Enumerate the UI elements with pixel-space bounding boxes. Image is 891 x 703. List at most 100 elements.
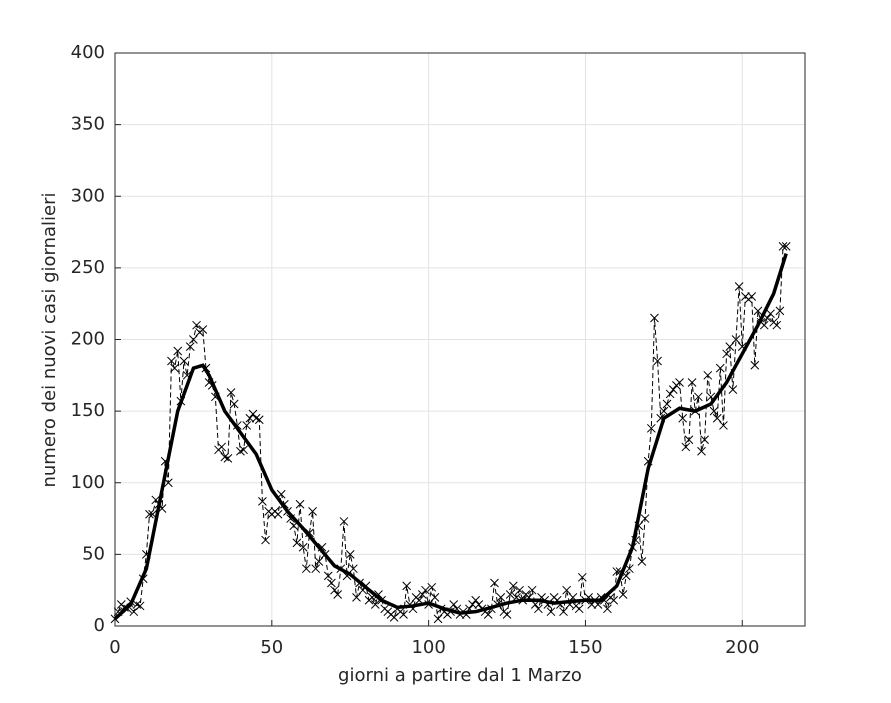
- data-point: [167, 356, 176, 366]
- data-point: [753, 306, 763, 316]
- data-point: [662, 399, 672, 409]
- data-point: [239, 445, 248, 455]
- data-point: [402, 581, 412, 591]
- data-point: [515, 585, 524, 595]
- data-point: [132, 600, 142, 609]
- data-point: [694, 392, 703, 402]
- data-point: [577, 572, 587, 582]
- data-point: [496, 592, 506, 602]
- data-point: [258, 497, 267, 506]
- data-point: [778, 242, 788, 251]
- y-tick-label: 100: [71, 472, 105, 493]
- data-point: [681, 442, 691, 452]
- data-point: [323, 571, 333, 581]
- data-point: [734, 282, 744, 291]
- y-tick-label: 350: [71, 114, 105, 135]
- data-point: [675, 378, 684, 387]
- data-point: [314, 557, 324, 566]
- data-point: [471, 595, 481, 605]
- data-point: [229, 399, 239, 409]
- data-point: [574, 604, 584, 614]
- x-tick-label: 200: [725, 637, 759, 658]
- plot-frame: [114, 52, 806, 627]
- data-point: [370, 600, 380, 609]
- data-point: [505, 590, 515, 599]
- data-point: [339, 517, 349, 526]
- data-point: [292, 538, 302, 548]
- data-point: [609, 595, 619, 605]
- data-line-dashed: [114, 245, 787, 620]
- data-point: [189, 335, 198, 344]
- data-point: [352, 592, 361, 602]
- data-point: [421, 585, 430, 595]
- data-point: [311, 564, 321, 574]
- data-point: [722, 349, 731, 359]
- data-point: [474, 600, 484, 609]
- data-point: [750, 360, 760, 370]
- data-point: [766, 309, 775, 319]
- data-point: [242, 421, 252, 430]
- data-point: [145, 509, 154, 519]
- data-point: [650, 313, 659, 323]
- data-point: [603, 604, 612, 614]
- data-point: [678, 413, 688, 423]
- y-tick-label: 0: [94, 615, 105, 636]
- y-tick-label: 50: [82, 543, 105, 564]
- data-point: [618, 590, 628, 599]
- data-point: [712, 413, 722, 423]
- data-point: [418, 590, 427, 599]
- data-point: [179, 356, 189, 366]
- y-tick-label: 150: [71, 400, 105, 421]
- data-point: [251, 413, 261, 423]
- data-point: [637, 557, 647, 566]
- data-point: [135, 601, 145, 611]
- data-point: [245, 413, 255, 423]
- data-point: [715, 363, 725, 373]
- data-point: [449, 600, 459, 609]
- data-point: [254, 415, 264, 425]
- data-point: [468, 600, 477, 609]
- data-point: [273, 509, 283, 519]
- data-point: [261, 535, 270, 545]
- data-point: [772, 320, 782, 330]
- data-point: [185, 342, 195, 352]
- data-point: [719, 421, 728, 430]
- data-point: [665, 389, 675, 399]
- data-point: [295, 499, 305, 509]
- data-point: [345, 550, 355, 559]
- data-point: [703, 370, 713, 380]
- data-point: [198, 325, 208, 334]
- data-point: [725, 342, 735, 352]
- data-point: [527, 585, 537, 595]
- data-point: [217, 442, 226, 452]
- data-point: [349, 564, 358, 574]
- data-point: [759, 320, 769, 330]
- data-point: [700, 435, 709, 445]
- data-point: [728, 385, 738, 394]
- data-point: [668, 385, 678, 394]
- data-point: [640, 514, 650, 523]
- data-point: [747, 292, 757, 301]
- data-point: [327, 578, 336, 588]
- data-point: [427, 582, 437, 592]
- data-point: [612, 567, 622, 576]
- data-point: [659, 406, 669, 416]
- data-point: [170, 363, 179, 373]
- data-point: [508, 581, 518, 591]
- data-point: [687, 378, 697, 387]
- data-point: [502, 610, 512, 619]
- data-point: [731, 335, 741, 344]
- y-tick-label: 200: [71, 329, 105, 350]
- data-point: [546, 607, 556, 617]
- data-point: [562, 585, 571, 595]
- smooth-line: [113, 253, 788, 621]
- data-point: [220, 452, 230, 462]
- x-tick-label: 150: [568, 637, 602, 658]
- data-point: [534, 604, 543, 614]
- data-point: [433, 614, 443, 624]
- data-point: [399, 610, 408, 619]
- data-point: [301, 564, 311, 574]
- y-axis-label: numero dei nuovi casi giornalieri: [39, 192, 60, 487]
- data-point: [653, 356, 662, 366]
